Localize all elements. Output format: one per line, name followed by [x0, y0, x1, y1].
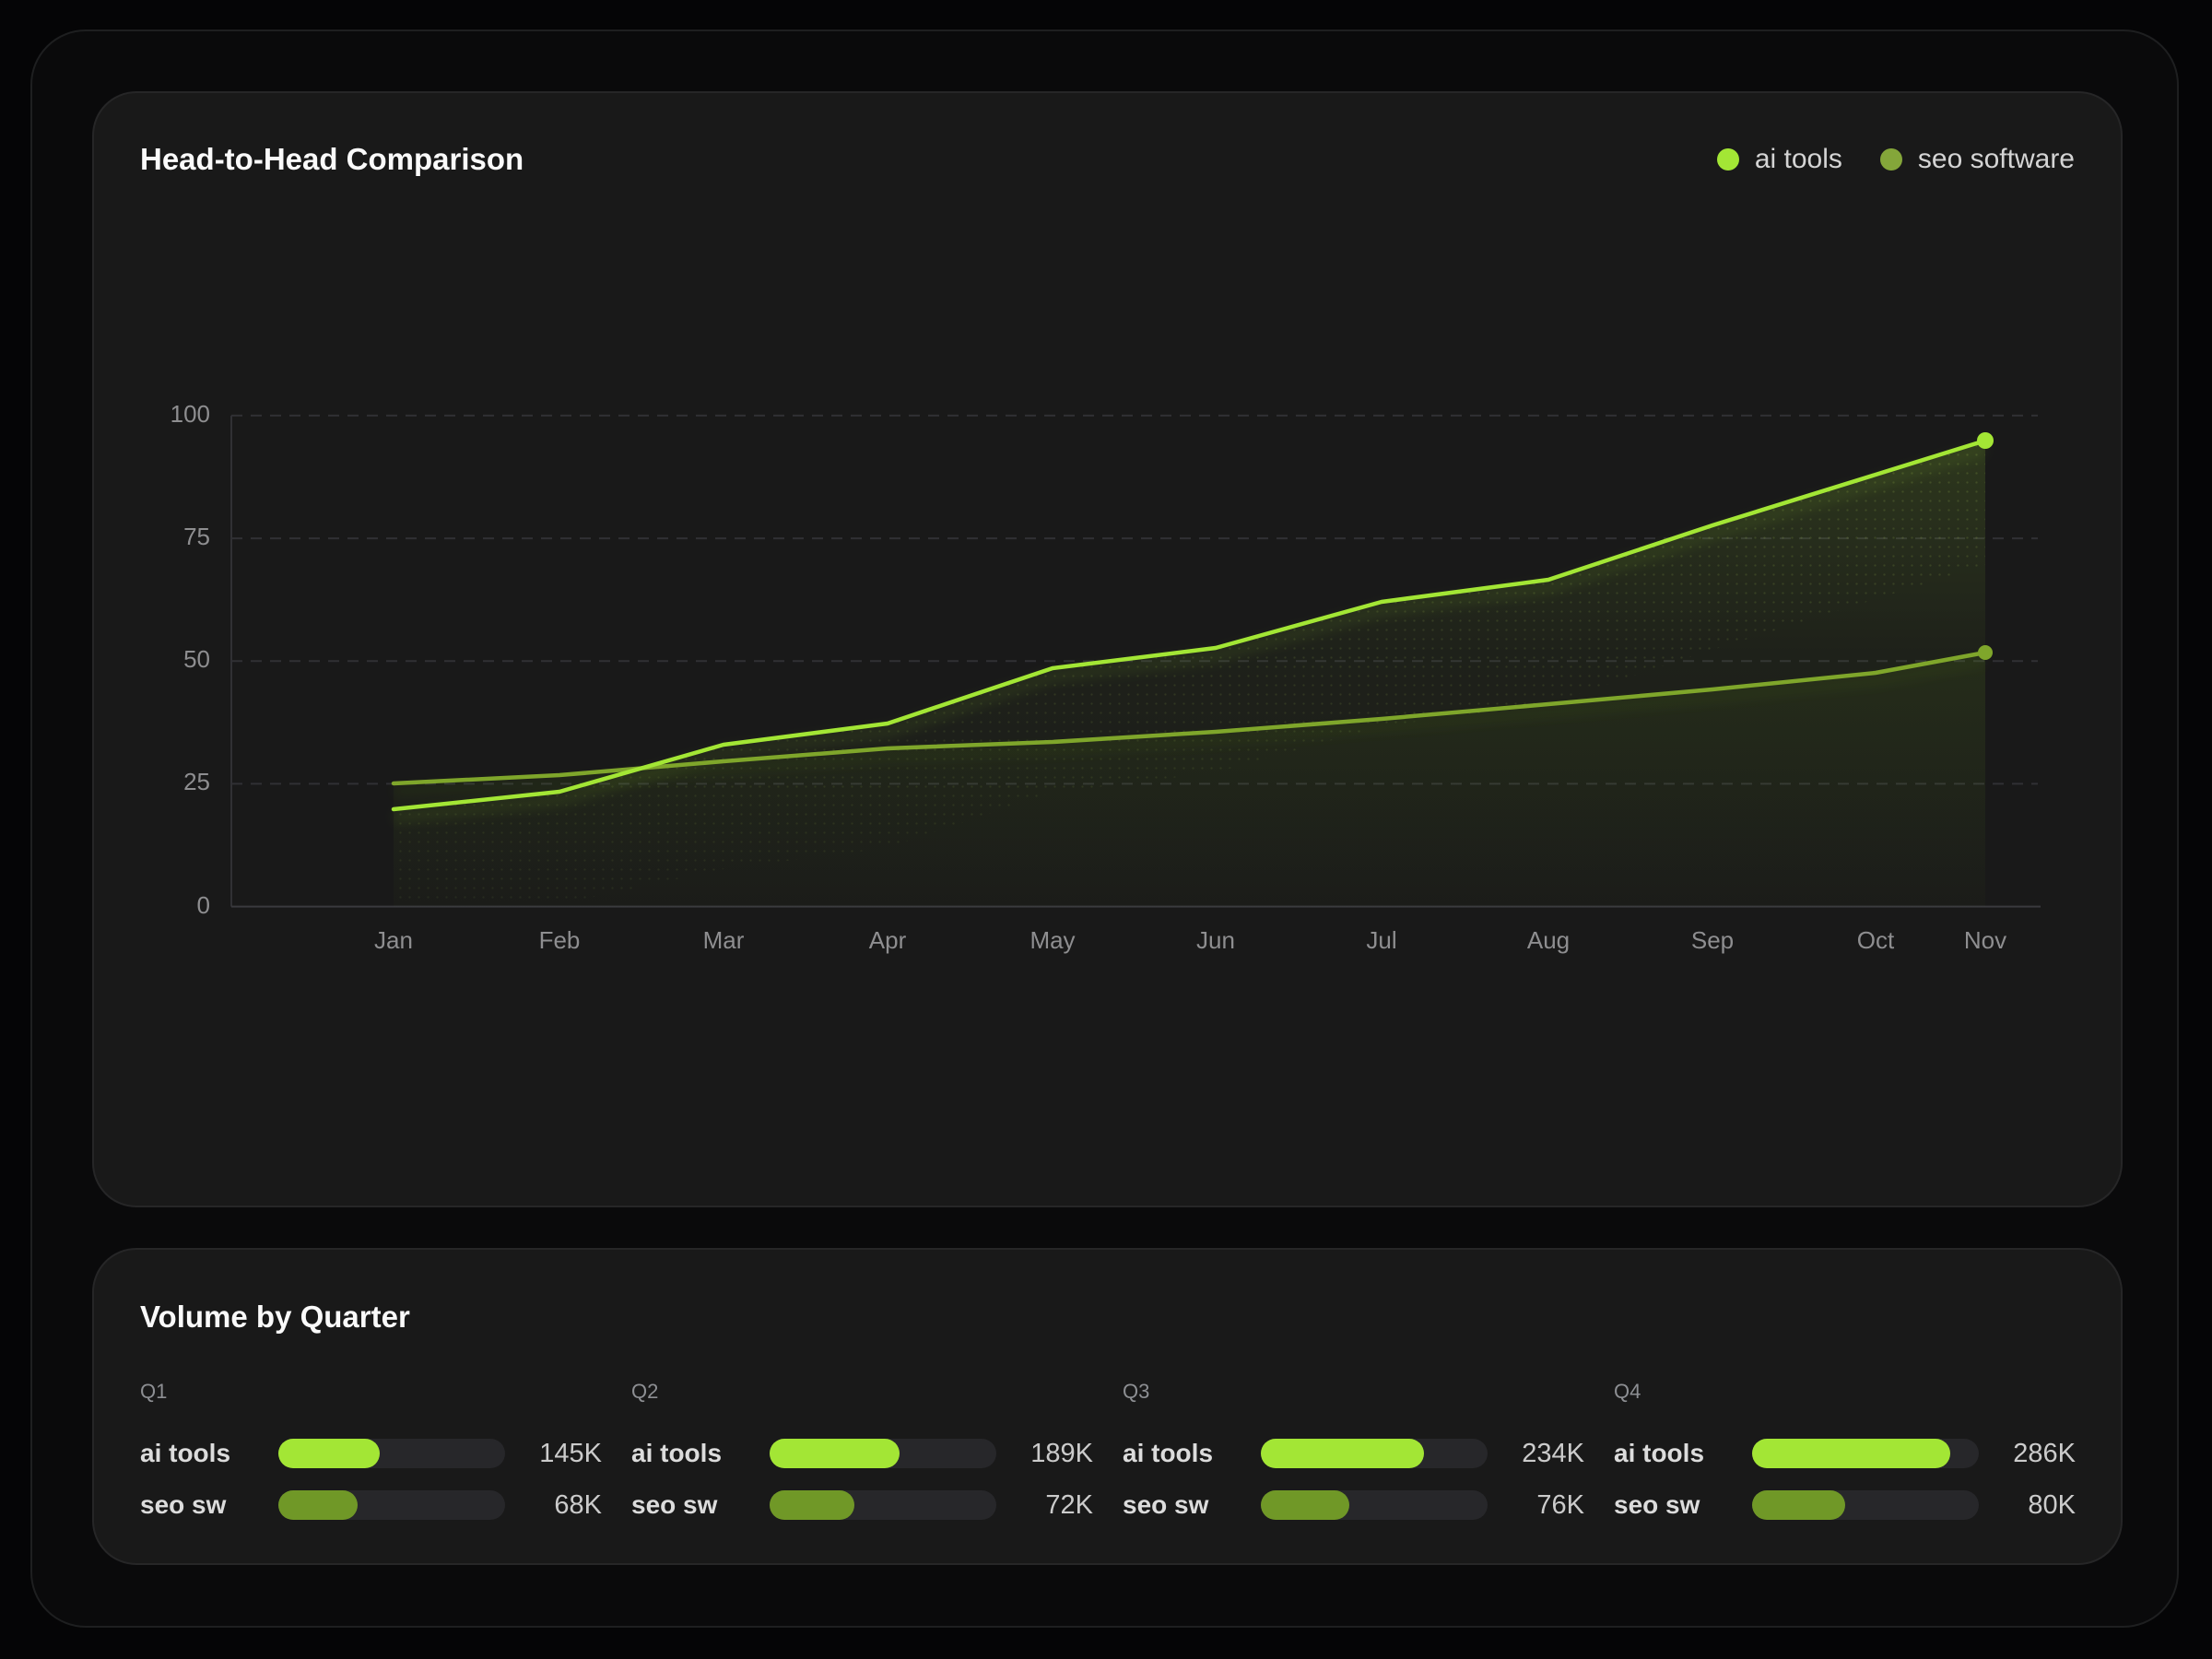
svg-text:100: 100 — [171, 400, 210, 428]
svg-text:Aug: Aug — [1527, 926, 1570, 954]
svg-text:75: 75 — [183, 523, 210, 550]
svg-text:0: 0 — [197, 891, 210, 919]
svg-text:Nov: Nov — [1964, 926, 2006, 954]
svg-text:Jun: Jun — [1196, 926, 1235, 954]
svg-text:25: 25 — [183, 768, 210, 795]
svg-text:Oct: Oct — [1857, 926, 1895, 954]
svg-text:Jan: Jan — [374, 926, 413, 954]
svg-text:Apr: Apr — [869, 926, 907, 954]
svg-text:Sep: Sep — [1691, 926, 1734, 954]
svg-text:May: May — [1030, 926, 1075, 954]
svg-text:Feb: Feb — [539, 926, 581, 954]
svg-text:50: 50 — [183, 645, 210, 673]
svg-text:Mar: Mar — [703, 926, 745, 954]
svg-text:Jul: Jul — [1366, 926, 1396, 954]
